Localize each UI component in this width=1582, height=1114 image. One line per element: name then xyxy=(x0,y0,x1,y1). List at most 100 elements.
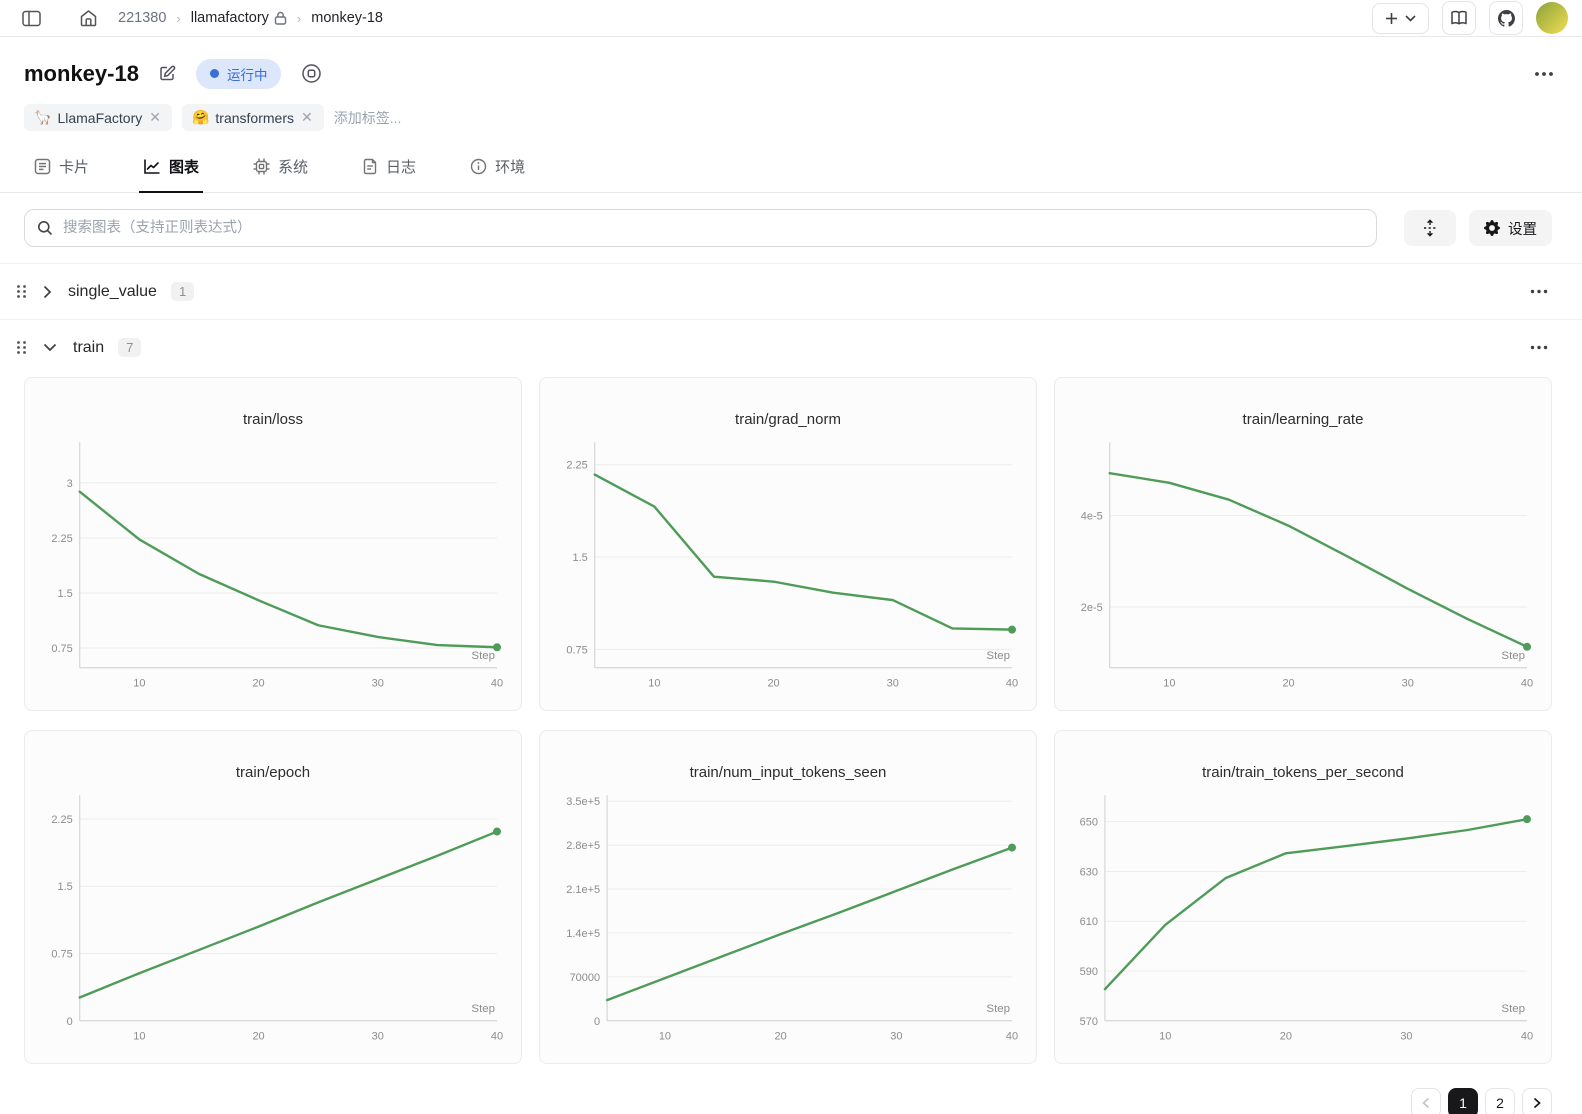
chart-plot[interactable]: 0 0.75 1.5 2.25 10 20 30 40 Step xyxy=(41,789,505,1051)
status-label: 运行中 xyxy=(226,67,268,83)
svg-text:30: 30 xyxy=(887,678,899,690)
svg-text:20: 20 xyxy=(252,678,264,690)
chart-plot[interactable]: 2e-5 4e-5 10 20 30 40 Step xyxy=(1071,436,1535,698)
svg-text:1.5: 1.5 xyxy=(57,881,72,893)
svg-text:1.5: 1.5 xyxy=(57,588,72,600)
svg-text:1.5: 1.5 xyxy=(572,552,587,564)
llama-emoji-icon: 🦙 xyxy=(34,109,52,125)
chart-card: train/grad_norm 0.75 1.5 2.25 10 20 30 40 Step xyxy=(539,377,1037,711)
status-badge: 运行中 xyxy=(195,58,282,89)
sidebar-toggle-icon xyxy=(22,10,41,27)
chevron-down-icon xyxy=(43,343,57,352)
edit-run-name-button[interactable] xyxy=(153,59,182,88)
drag-handle-icon[interactable] xyxy=(16,340,27,355)
page-2-button[interactable]: 2 xyxy=(1485,1088,1515,1114)
tab-cards[interactable]: 卡片 xyxy=(30,141,93,193)
tab-charts[interactable]: 图表 xyxy=(139,141,204,193)
svg-text:20: 20 xyxy=(775,1031,787,1043)
stop-run-button[interactable] xyxy=(295,57,328,90)
settings-button[interactable]: 设置 xyxy=(1469,210,1552,246)
top-bar: 221380 › llamafactory › monkey-18 xyxy=(0,0,1582,37)
tab-environment[interactable]: 环境 xyxy=(466,141,529,193)
pagination: 1 2 xyxy=(0,1074,1582,1114)
breadcrumb-separator: › xyxy=(176,10,181,26)
breadcrumb-run[interactable]: monkey-18 xyxy=(311,10,383,26)
tab-system[interactable]: 系统 xyxy=(249,141,312,193)
chart-card: train/loss 0.75 1.5 2.25 3 10 20 30 40 Step xyxy=(24,377,522,711)
chart-plot[interactable]: 0 70000 1.4e+5 2.1e+5 2.8e+5 3.5e+5 10 20 30 40 St… xyxy=(556,789,1020,1051)
svg-text:10: 10 xyxy=(133,678,145,690)
home-button[interactable] xyxy=(73,3,104,33)
breadcrumb: 221380 › llamafactory › monkey-18 xyxy=(118,10,383,26)
section-more-menu-button[interactable] xyxy=(1526,285,1552,298)
create-new-button[interactable] xyxy=(1372,2,1429,34)
remove-tag-icon[interactable]: ✕ xyxy=(149,109,161,125)
charts-grid: train/loss 0.75 1.5 2.25 3 10 20 30 40 Step train/… xyxy=(0,375,1582,1074)
edit-icon xyxy=(159,65,176,82)
drag-handle-icon[interactable] xyxy=(16,284,27,299)
log-file-icon xyxy=(362,158,378,175)
section-title[interactable]: train xyxy=(73,338,105,356)
svg-text:0: 0 xyxy=(594,1016,600,1028)
chart-line-icon xyxy=(143,158,161,175)
svg-text:3.5e+5: 3.5e+5 xyxy=(566,796,600,808)
svg-text:10: 10 xyxy=(1159,1031,1171,1043)
section-title[interactable]: single_value xyxy=(68,282,157,300)
svg-text:40: 40 xyxy=(1006,1031,1018,1043)
section-collapse-button[interactable] xyxy=(41,341,59,354)
search-input[interactable] xyxy=(24,209,1377,247)
docs-button[interactable] xyxy=(1442,1,1476,35)
svg-text:0.75: 0.75 xyxy=(51,643,72,655)
remove-tag-icon[interactable]: ✕ xyxy=(301,109,313,125)
github-button[interactable] xyxy=(1489,1,1523,35)
chart-title: train/loss xyxy=(242,411,304,428)
avatar[interactable] xyxy=(1536,2,1568,34)
svg-text:40: 40 xyxy=(1006,678,1018,690)
svg-text:10: 10 xyxy=(133,1031,145,1043)
chip-icon xyxy=(253,158,270,175)
breadcrumb-project-id[interactable]: 221380 xyxy=(118,10,167,26)
chart-card: train/num_input_tokens_seen 0 70000 1.4e+5 2… xyxy=(539,730,1037,1064)
svg-text:2e-5: 2e-5 xyxy=(1081,602,1103,614)
svg-text:40: 40 xyxy=(1521,1031,1533,1043)
next-page-button[interactable] xyxy=(1522,1088,1552,1114)
page-title: monkey-18 xyxy=(24,60,139,86)
tags-row: 🦙 LlamaFactory ✕ 🤗 transformers ✕ 添加标签..… xyxy=(0,90,1582,131)
svg-text:20: 20 xyxy=(767,678,779,690)
svg-text:2.25: 2.25 xyxy=(566,460,587,472)
expand-collapse-all-button[interactable] xyxy=(1404,210,1456,246)
unfold-vertical-icon xyxy=(1422,219,1438,237)
chart-plot[interactable]: 0.75 1.5 2.25 10 20 30 40 Step xyxy=(556,436,1020,698)
chevron-left-icon xyxy=(1422,1097,1430,1109)
chart-card: train/train_tokens_per_second 570 590 610 63… xyxy=(1054,730,1552,1064)
lock-icon xyxy=(274,11,287,25)
chart-title: train/learning_rate xyxy=(1242,411,1364,428)
add-tag-button[interactable]: 添加标签... xyxy=(333,109,402,126)
section-count-badge: 1 xyxy=(170,282,195,301)
section-more-menu-button[interactable] xyxy=(1526,341,1552,354)
svg-text:10: 10 xyxy=(1163,678,1175,690)
plus-icon xyxy=(1385,12,1398,25)
chart-title: train/train_tokens_per_second xyxy=(1202,764,1404,781)
chevron-right-icon xyxy=(43,285,52,299)
svg-text:30: 30 xyxy=(1402,678,1414,690)
sidebar-toggle-button[interactable] xyxy=(16,4,47,33)
svg-text:40: 40 xyxy=(491,678,503,690)
breadcrumb-workspace[interactable]: llamafactory xyxy=(191,10,287,26)
chart-plot[interactable]: 0.75 1.5 2.25 3 10 20 30 40 Step xyxy=(41,436,505,698)
svg-text:630: 630 xyxy=(1080,866,1098,878)
svg-text:570: 570 xyxy=(1080,1016,1098,1028)
title-row: monkey-18 运行中 xyxy=(0,37,1582,90)
svg-text:0.75: 0.75 xyxy=(51,949,72,961)
prev-page-button[interactable] xyxy=(1411,1088,1441,1114)
page-1-button[interactable]: 1 xyxy=(1448,1088,1478,1114)
svg-text:610: 610 xyxy=(1080,916,1098,928)
svg-text:Step: Step xyxy=(471,1003,495,1015)
run-more-menu-button[interactable] xyxy=(1530,67,1558,81)
hugging-face-emoji-icon: 🤗 xyxy=(191,109,210,125)
tag-transformers: 🤗 transformers ✕ xyxy=(181,104,324,131)
chart-plot[interactable]: 570 590 610 630 650 10 20 30 40 Step xyxy=(1071,789,1535,1051)
tab-logs[interactable]: 日志 xyxy=(358,141,420,193)
svg-text:3: 3 xyxy=(67,478,73,490)
section-expand-button[interactable] xyxy=(41,283,54,301)
